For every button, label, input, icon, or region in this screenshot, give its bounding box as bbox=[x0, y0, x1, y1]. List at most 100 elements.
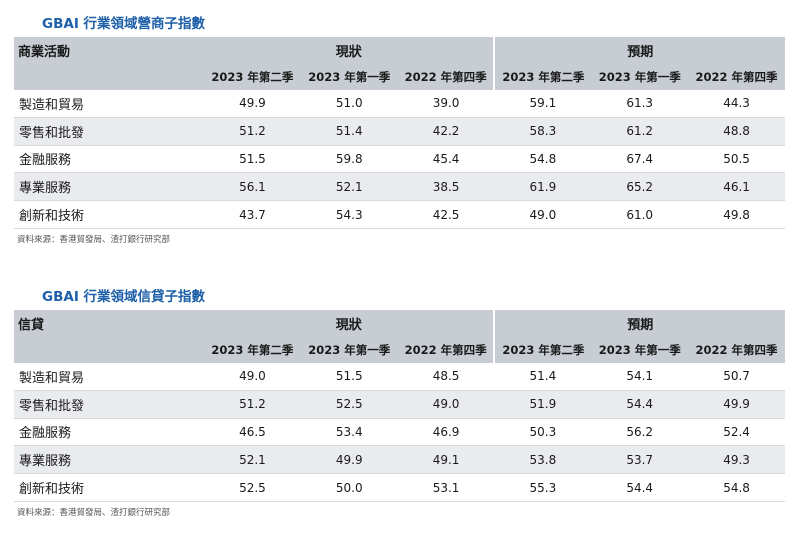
cell-value: 56.2 bbox=[591, 418, 689, 447]
cell-value: 38.5 bbox=[397, 172, 495, 202]
cell-value: 61.3 bbox=[591, 90, 689, 118]
row-label: 創新和技術 bbox=[14, 473, 205, 502]
cell-value: 61.2 bbox=[591, 117, 689, 146]
cell-value: 45.4 bbox=[397, 145, 495, 174]
table-row: 金融服務 51.5 59.8 45.4 54.8 67.4 50.5 bbox=[14, 145, 785, 174]
cell-value: 46.5 bbox=[204, 418, 301, 447]
cell-value: 59.8 bbox=[300, 145, 398, 174]
table-row: 零售和批發 51.2 52.5 49.0 51.9 54.4 49.9 bbox=[14, 390, 785, 419]
cell-value: 49.9 bbox=[300, 445, 398, 475]
group-header-expected: 預期 bbox=[493, 37, 785, 64]
row-label: 專業服務 bbox=[14, 172, 205, 202]
table-row: 零售和批發 51.2 51.4 42.2 58.3 61.2 48.8 bbox=[14, 117, 785, 146]
cell-value: 56.1 bbox=[204, 172, 301, 202]
column-header: 2022 年第四季 bbox=[688, 64, 785, 90]
cell-value: 54.8 bbox=[494, 145, 592, 174]
table-row: 創新和技術 43.7 54.3 42.5 49.0 61.0 49.8 bbox=[14, 200, 785, 229]
table-2: 信貸 現狀 預期 2023 年第二季 2023 年第一季 2022 年第四季 2… bbox=[14, 310, 785, 502]
table-1-column-header-row: 2023 年第二季 2023 年第一季 2022 年第四季 2023 年第二季 … bbox=[14, 64, 785, 90]
column-header: 2023 年第一季 bbox=[300, 337, 398, 363]
cell-value: 51.5 bbox=[204, 145, 301, 174]
cell-value: 50.3 bbox=[494, 418, 592, 447]
table-1-section: 商業活動 現狀 預期 2023 年第二季 2023 年第一季 2022 年第四季… bbox=[14, 37, 785, 229]
cell-value: 54.3 bbox=[300, 200, 398, 229]
row-header-label: 信貸 bbox=[14, 310, 205, 363]
table-row: 製造和貿易 49.9 51.0 39.0 59.1 61.3 44.3 bbox=[14, 90, 785, 118]
cell-value: 54.1 bbox=[591, 363, 689, 391]
cell-value: 53.1 bbox=[397, 473, 495, 502]
cell-value: 51.0 bbox=[300, 90, 398, 118]
group-header-expected: 預期 bbox=[493, 310, 785, 337]
row-label: 創新和技術 bbox=[14, 200, 205, 229]
cell-value: 51.5 bbox=[300, 363, 398, 391]
cell-value: 49.0 bbox=[494, 200, 592, 229]
cell-value: 61.9 bbox=[494, 172, 592, 202]
row-header-label: 商業活動 bbox=[14, 37, 205, 90]
cell-value: 48.5 bbox=[397, 363, 495, 391]
cell-value: 44.3 bbox=[688, 90, 785, 118]
column-header: 2023 年第二季 bbox=[493, 337, 592, 363]
cell-value: 49.9 bbox=[688, 390, 785, 419]
cell-value: 48.8 bbox=[688, 117, 785, 146]
row-label: 零售和批發 bbox=[14, 117, 205, 146]
row-label: 製造和貿易 bbox=[14, 90, 205, 118]
table-2-section: 信貸 現狀 預期 2023 年第二季 2023 年第一季 2022 年第四季 2… bbox=[14, 310, 785, 502]
row-label: 金融服務 bbox=[14, 418, 205, 447]
cell-value: 42.5 bbox=[397, 200, 495, 229]
cell-value: 67.4 bbox=[591, 145, 689, 174]
cell-value: 50.0 bbox=[300, 473, 398, 502]
cell-value: 50.5 bbox=[688, 145, 785, 174]
cell-value: 53.8 bbox=[494, 445, 592, 475]
cell-value: 51.4 bbox=[494, 363, 592, 391]
cell-value: 52.5 bbox=[300, 390, 398, 419]
table-1-title: GBAI 行業領域營商子指數 bbox=[42, 16, 206, 32]
cell-value: 39.0 bbox=[397, 90, 495, 118]
cell-value: 53.7 bbox=[591, 445, 689, 475]
cell-value: 53.4 bbox=[300, 418, 398, 447]
cell-value: 46.1 bbox=[688, 172, 785, 202]
column-header: 2022 年第四季 bbox=[688, 337, 785, 363]
table-1-source: 資料來源：香港貿發局、渣打銀行研究部 bbox=[17, 235, 171, 245]
cell-value: 55.3 bbox=[494, 473, 592, 502]
table-2-group-header-row: 信貸 現狀 預期 bbox=[14, 310, 785, 363]
cell-value: 51.4 bbox=[300, 117, 398, 146]
cell-value: 43.7 bbox=[204, 200, 301, 229]
row-label: 製造和貿易 bbox=[14, 363, 205, 391]
column-header: 2022 年第四季 bbox=[397, 64, 495, 90]
cell-value: 51.9 bbox=[494, 390, 592, 419]
cell-value: 49.8 bbox=[688, 200, 785, 229]
row-label: 金融服務 bbox=[14, 145, 205, 174]
cell-value: 65.2 bbox=[591, 172, 689, 202]
cell-value: 61.0 bbox=[591, 200, 689, 229]
cell-value: 46.9 bbox=[397, 418, 495, 447]
cell-value: 49.3 bbox=[688, 445, 785, 475]
cell-value: 52.5 bbox=[204, 473, 301, 502]
cell-value: 42.2 bbox=[397, 117, 495, 146]
group-header-current: 現狀 bbox=[204, 310, 495, 337]
table-2-title: GBAI 行業領域信貸子指數 bbox=[42, 289, 206, 305]
column-header: 2023 年第二季 bbox=[493, 64, 592, 90]
group-header-current: 現狀 bbox=[204, 37, 495, 64]
column-header: 2023 年第一季 bbox=[300, 64, 398, 90]
table-2-source: 資料來源：香港貿發局、渣打銀行研究部 bbox=[17, 508, 171, 518]
column-header: 2023 年第二季 bbox=[204, 337, 301, 363]
row-label: 零售和批發 bbox=[14, 390, 205, 419]
table-row: 創新和技術 52.5 50.0 53.1 55.3 54.4 54.8 bbox=[14, 473, 785, 502]
table-row: 製造和貿易 49.0 51.5 48.5 51.4 54.1 50.7 bbox=[14, 363, 785, 391]
cell-value: 54.4 bbox=[591, 390, 689, 419]
table-1-group-header-row: 商業活動 現狀 預期 bbox=[14, 37, 785, 90]
row-label: 專業服務 bbox=[14, 445, 205, 475]
cell-value: 54.8 bbox=[688, 473, 785, 502]
table-2-column-header-row: 2023 年第二季 2023 年第一季 2022 年第四季 2023 年第二季 … bbox=[14, 337, 785, 363]
cell-value: 50.7 bbox=[688, 363, 785, 391]
cell-value: 51.2 bbox=[204, 390, 301, 419]
cell-value: 49.1 bbox=[397, 445, 495, 475]
table-row: 專業服務 52.1 49.9 49.1 53.8 53.7 49.3 bbox=[14, 445, 785, 475]
cell-value: 49.0 bbox=[204, 363, 301, 391]
table-row: 金融服務 46.5 53.4 46.9 50.3 56.2 52.4 bbox=[14, 418, 785, 447]
cell-value: 49.9 bbox=[204, 90, 301, 118]
cell-value: 59.1 bbox=[494, 90, 592, 118]
cell-value: 52.1 bbox=[204, 445, 301, 475]
column-header: 2023 年第二季 bbox=[204, 64, 301, 90]
cell-value: 54.4 bbox=[591, 473, 689, 502]
